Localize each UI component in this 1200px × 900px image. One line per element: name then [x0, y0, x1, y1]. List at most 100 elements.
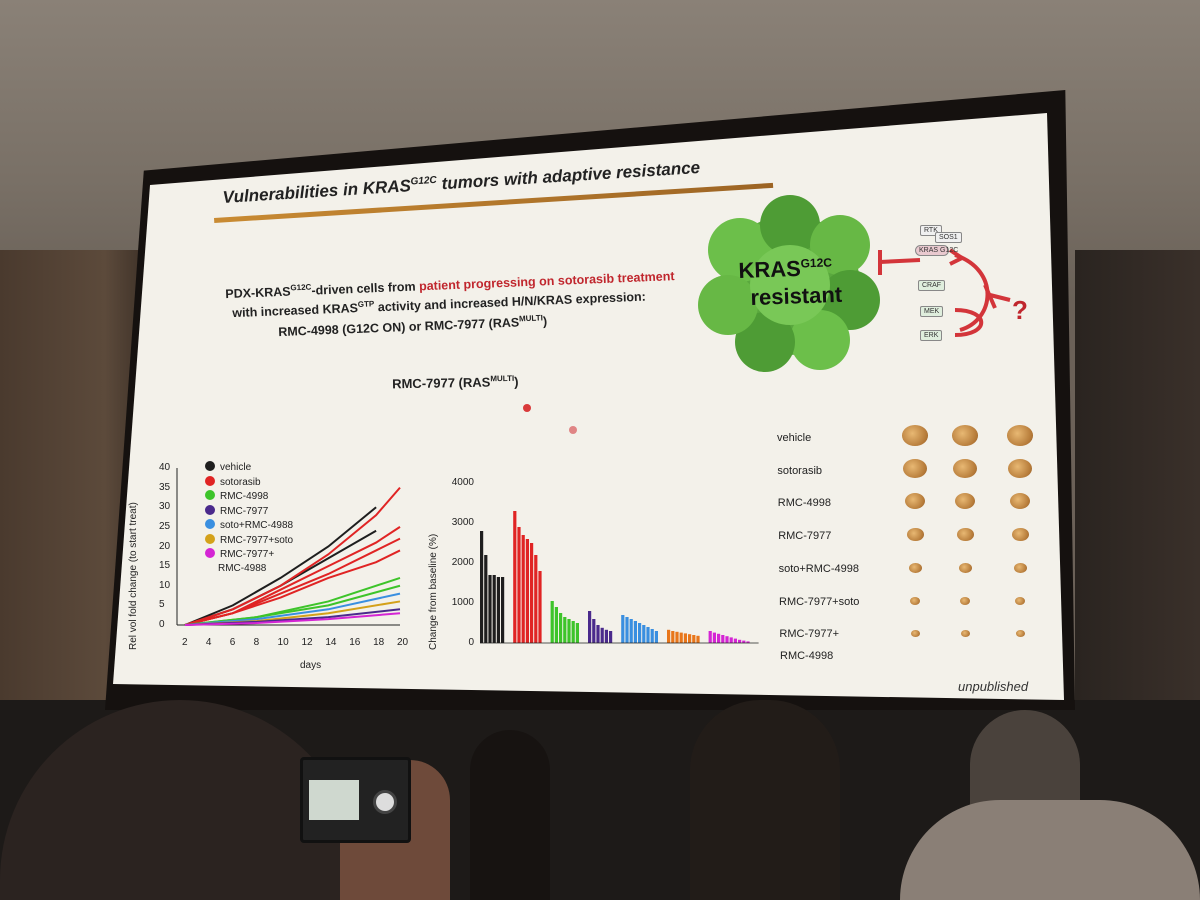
bar-3-0 — [588, 611, 592, 643]
line-chart-xtick: 10 — [277, 637, 289, 648]
legend-label: soto+RMC-4988 — [220, 520, 294, 531]
legend-item: vehicle — [205, 461, 251, 473]
pathway-node-mek: MEK — [920, 306, 944, 317]
unpublished-note: unpublished — [958, 679, 1029, 694]
tumor-photo — [910, 629, 920, 637]
phone-silhouette — [300, 757, 411, 843]
tumor-photo — [1015, 629, 1025, 637]
legend-label: RMC-7977+soto — [220, 534, 294, 546]
bar-4-0 — [621, 615, 625, 643]
loop-arrow-icon — [954, 308, 984, 337]
pathway-node-rtk: RTK — [920, 225, 942, 236]
pathway-node-sos1: SOS1 — [935, 232, 962, 243]
tumor-photo — [910, 597, 920, 605]
legend-swatch — [205, 548, 215, 558]
line-chart-ytick: 5 — [159, 599, 165, 611]
bar-3-3 — [600, 627, 604, 643]
bar-1-5 — [534, 555, 538, 643]
bar-3-1 — [592, 619, 596, 643]
line-chart-ytick: 15 — [159, 560, 171, 572]
bar-5-6 — [692, 635, 696, 643]
legend-swatch — [205, 490, 215, 500]
line-series-2 — [184, 486, 401, 626]
tumor-photo — [1007, 425, 1033, 446]
bar-1-6 — [538, 571, 542, 643]
line-chart-ytick: 25 — [159, 520, 171, 532]
tumor-photo — [953, 459, 977, 479]
legend-swatch — [205, 475, 215, 486]
bar-chart-ytick: 0 — [468, 637, 474, 648]
bar-1-0 — [513, 511, 517, 643]
line-chart-ytick: 10 — [159, 579, 171, 591]
bar-6-7 — [738, 639, 742, 643]
bar-2-1 — [554, 607, 558, 643]
tumor-photo — [1010, 493, 1030, 509]
bar-2-5 — [571, 621, 575, 643]
tumor-photo — [952, 425, 978, 446]
bar-3-5 — [609, 631, 613, 643]
tumor-photo — [960, 629, 970, 637]
line-series-5 — [184, 549, 401, 626]
bar-3-4 — [604, 629, 608, 643]
bar-2-0 — [550, 601, 554, 643]
tumor-photo — [958, 562, 972, 573]
line-chart-xlabel: days — [300, 660, 322, 671]
laser-dot — [569, 426, 577, 434]
tumor-photo — [1011, 527, 1029, 542]
bar-4-8 — [654, 631, 658, 643]
bar-6-3 — [721, 635, 725, 643]
phone-camera-icon — [373, 790, 397, 814]
bar-6-1 — [712, 632, 716, 643]
legend-item: sotorasib — [205, 475, 261, 488]
tumor-photo — [1008, 459, 1032, 479]
audience-head — [470, 730, 550, 900]
tumor-photo — [906, 527, 924, 542]
bar-4-6 — [646, 627, 650, 643]
bar-5-0 — [667, 629, 671, 643]
line-chart-xtick: 16 — [349, 637, 361, 648]
audience-head — [690, 700, 840, 900]
line-series-0 — [184, 506, 377, 626]
bar-chart-ytick: 3000 — [451, 517, 474, 528]
bar-5-5 — [688, 634, 692, 643]
tumor-row-label: sotorasib — [777, 465, 823, 477]
line-chart-ytick: 0 — [159, 619, 165, 630]
bar-4-2 — [629, 619, 633, 643]
legend-item-extra: RMC-4988 — [218, 563, 267, 574]
bar-5-3 — [679, 632, 683, 643]
line-chart-xtick: 4 — [205, 637, 212, 648]
tumor-row-label: RMC-7977 — [778, 530, 832, 542]
tumor-row-label: RMC-4998 — [777, 497, 831, 509]
tumor-photo — [955, 493, 975, 509]
legend-item: soto+RMC-4988 — [205, 519, 293, 531]
bar-2-2 — [559, 613, 563, 643]
bar-6-9 — [746, 641, 750, 643]
line-chart-xtick: 20 — [397, 637, 409, 648]
bar-1-2 — [521, 535, 525, 643]
tumor-cluster-icon — [698, 195, 880, 372]
tumor-photo — [956, 527, 974, 542]
legend-swatch — [205, 504, 215, 515]
bar-4-3 — [633, 621, 637, 643]
tumor-row-label: RMC-7977+ — [779, 628, 839, 640]
line-series-11 — [184, 612, 401, 626]
legend-item: RMC-7977+ — [205, 548, 274, 560]
bar-0-5 — [501, 577, 505, 643]
bar-1-1 — [517, 527, 521, 643]
legend-label: RMC-7977 — [220, 505, 269, 517]
bar-4-4 — [638, 623, 642, 643]
bar-0-3 — [492, 575, 496, 643]
tumor-row-label: soto+RMC-4998 — [778, 563, 859, 575]
line-chart-ytick: 40 — [159, 462, 171, 473]
line-chart-xtick: 6 — [229, 637, 236, 648]
legend-item: RMC-7977 — [205, 504, 269, 517]
pathway-node-craf: CRAF — [918, 280, 946, 291]
bar-chart-ytick: 1000 — [451, 597, 474, 608]
audience-head-right — [900, 800, 1200, 900]
line-chart-ytick: 35 — [159, 481, 171, 493]
bar-6-8 — [742, 640, 746, 643]
